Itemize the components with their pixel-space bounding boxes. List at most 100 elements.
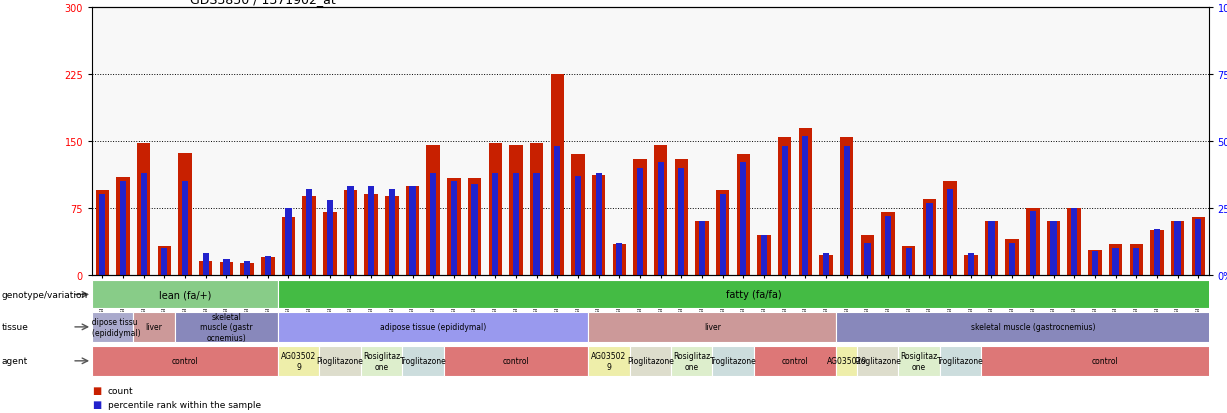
Text: AG035029: AG035029 [827, 356, 866, 366]
Bar [740, 163, 746, 275]
Bar [1150, 230, 1163, 275]
Bar [406, 186, 420, 275]
Text: Troglitazone: Troglitazone [709, 356, 756, 366]
Bar [864, 243, 870, 275]
Bar [158, 247, 171, 275]
Bar [1133, 248, 1140, 275]
Text: Pioglitazone: Pioglitazone [317, 356, 363, 366]
Bar [588, 346, 629, 376]
Text: tissue: tissue [1, 323, 28, 332]
Bar [902, 247, 915, 275]
Text: ■: ■ [92, 399, 102, 409]
Bar [799, 128, 812, 275]
Text: percentile rank within the sample: percentile rank within the sample [108, 400, 261, 409]
Bar [612, 244, 626, 275]
Bar [1195, 219, 1201, 275]
Bar [1067, 208, 1081, 275]
Text: lean (fa/+): lean (fa/+) [158, 290, 211, 300]
Bar [671, 346, 713, 376]
Bar [1171, 222, 1184, 275]
Bar [117, 177, 130, 275]
Bar [757, 235, 771, 275]
Bar [178, 153, 191, 275]
Bar [427, 146, 440, 275]
Bar [1092, 251, 1098, 275]
Bar [572, 155, 584, 275]
Bar [1088, 250, 1102, 275]
Bar [588, 312, 837, 342]
Bar [595, 174, 601, 275]
Text: Rosiglitaz
one: Rosiglitaz one [901, 351, 937, 370]
Bar [202, 254, 209, 275]
Bar [286, 208, 292, 275]
Bar [306, 190, 312, 275]
Bar [161, 248, 168, 275]
Bar [344, 190, 357, 275]
Bar [926, 203, 933, 275]
Text: control: control [1092, 356, 1119, 366]
Bar [361, 346, 402, 376]
Bar [141, 174, 147, 275]
Bar [92, 346, 279, 376]
Bar [1005, 240, 1018, 275]
Bar [92, 281, 279, 309]
Bar [837, 312, 1227, 342]
Bar [633, 159, 647, 275]
Bar [134, 312, 174, 342]
Bar [968, 254, 974, 275]
Bar [244, 262, 250, 275]
Bar [1047, 222, 1060, 275]
Bar [717, 190, 729, 275]
Text: Rosiglitaz
one: Rosiglitaz one [363, 351, 400, 370]
Bar [471, 184, 477, 275]
Bar [1009, 243, 1015, 275]
Bar [696, 222, 709, 275]
Bar [591, 176, 605, 275]
Bar [137, 143, 151, 275]
Bar [1026, 208, 1039, 275]
Text: genotype/variation: genotype/variation [1, 290, 87, 299]
Bar [1029, 211, 1036, 275]
Bar [279, 281, 1227, 309]
Bar [802, 136, 809, 275]
Bar [279, 346, 319, 376]
Bar [410, 187, 416, 275]
Bar [1130, 244, 1142, 275]
Bar [736, 155, 750, 275]
Text: ■: ■ [92, 385, 102, 395]
Bar [1071, 208, 1077, 275]
Text: control: control [782, 356, 809, 366]
Text: GDS3850 / 1371902_at: GDS3850 / 1371902_at [190, 0, 336, 6]
Bar [240, 263, 254, 275]
Bar [885, 216, 891, 275]
Bar [120, 182, 126, 275]
Bar [629, 346, 671, 376]
Bar [947, 190, 953, 275]
Text: liver: liver [704, 323, 720, 332]
Bar [443, 346, 588, 376]
Bar [450, 182, 456, 275]
Text: adipose tissu
e (epididymal): adipose tissu e (epididymal) [85, 318, 141, 337]
Bar [837, 346, 858, 376]
Bar [782, 147, 788, 275]
Text: agent: agent [1, 356, 27, 366]
Bar [1109, 244, 1123, 275]
Bar [1153, 230, 1160, 275]
Bar [534, 174, 540, 275]
Bar [488, 143, 502, 275]
Bar [658, 163, 664, 275]
Bar [492, 174, 498, 275]
Bar [99, 195, 106, 275]
Bar [530, 143, 544, 275]
Bar [1174, 222, 1180, 275]
Bar [96, 190, 109, 275]
Bar [402, 346, 443, 376]
Bar [265, 256, 271, 275]
Bar [1113, 248, 1119, 275]
Bar [385, 197, 399, 275]
Bar [199, 262, 212, 275]
Bar [431, 174, 437, 275]
Text: adipose tissue (epididymal): adipose tissue (epididymal) [380, 323, 486, 332]
Text: Pioglitazone: Pioglitazone [854, 356, 901, 366]
Bar [823, 254, 829, 275]
